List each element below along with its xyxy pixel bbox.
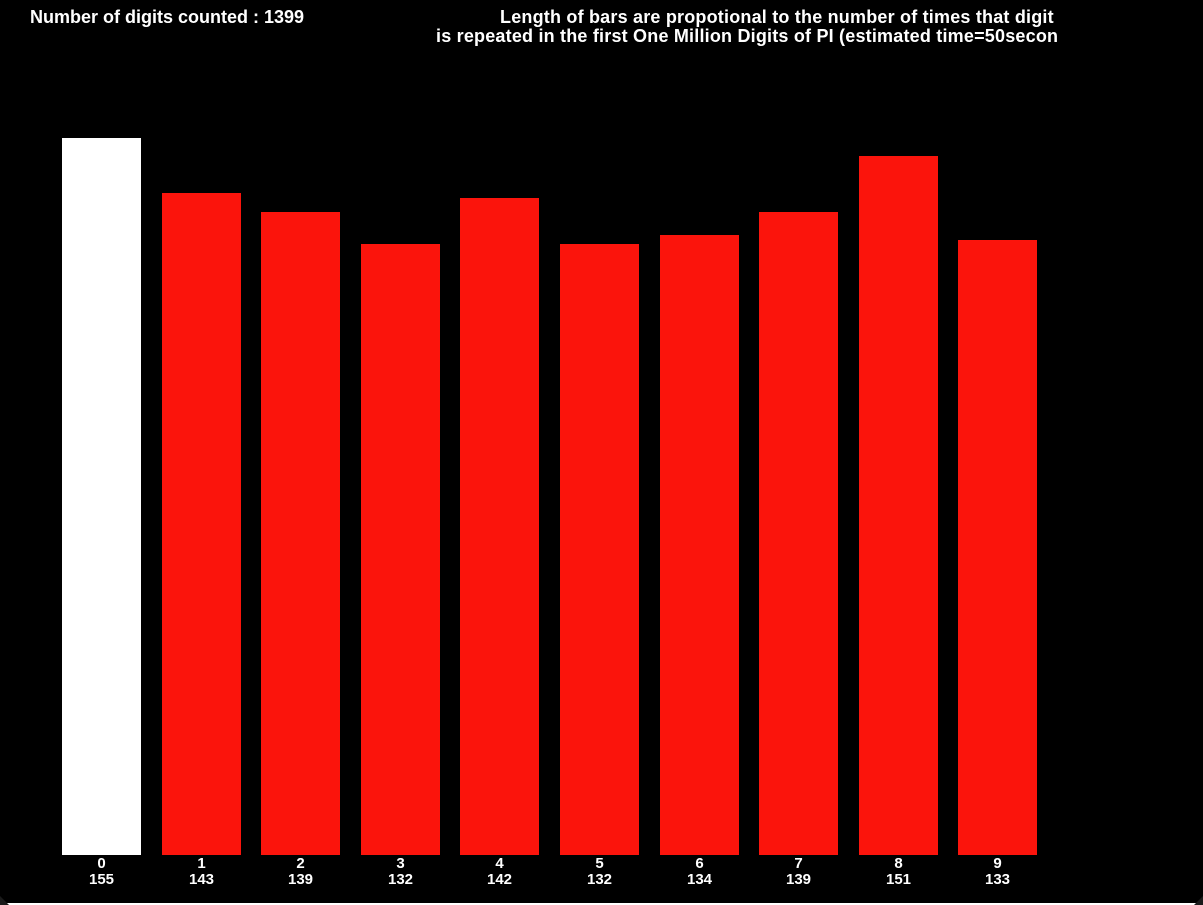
count-label: 132 (586, 871, 613, 888)
bar-digit-3 (361, 244, 440, 855)
bar-label-digit-6: 6 134 (660, 856, 739, 888)
digit-label: 8 (894, 855, 903, 872)
bar-digit-4 (460, 198, 539, 855)
digit-label: 0 (97, 855, 106, 872)
bottom-left-corner-notch-icon (0, 896, 9, 905)
bar-digit-2 (261, 212, 340, 855)
bar-digit-7 (759, 212, 838, 855)
count-label: 139 (287, 871, 314, 888)
bar-label-digit-2: 2 139 (261, 856, 340, 888)
count-label: 133 (984, 871, 1011, 888)
count-label: 143 (188, 871, 215, 888)
count-label: 134 (686, 871, 713, 888)
digit-label: 5 (595, 855, 604, 872)
bar-label-digit-1: 1 143 (162, 856, 241, 888)
count-label: 139 (785, 871, 812, 888)
chart-title-line1: Length of bars are propotional to the nu… (500, 7, 1054, 27)
bar-label-digit-4: 4 142 (460, 856, 539, 888)
bar-label-digit-3: 3 132 (361, 856, 440, 888)
digit-label: 4 (495, 855, 504, 872)
bar-digit-8 (859, 156, 938, 855)
digit-label: 6 (695, 855, 704, 872)
digit-label: 2 (296, 855, 305, 872)
bar-label-digit-7: 7 139 (759, 856, 838, 888)
bar-digit-0 (62, 138, 141, 855)
count-label: 155 (88, 871, 115, 888)
bar-digit-1 (162, 193, 241, 855)
digit-label: 1 (197, 855, 206, 872)
count-label: 151 (885, 871, 912, 888)
digit-label: 7 (794, 855, 803, 872)
count-label: 132 (387, 871, 414, 888)
bar-label-digit-5: 5 132 (560, 856, 639, 888)
digit-label: 9 (993, 855, 1002, 872)
count-label: 142 (486, 871, 513, 888)
digits-counted-label: Number of digits counted : 1399 (30, 7, 305, 27)
chart-title-line2: is repeated in the first One Million Dig… (436, 26, 1059, 46)
digit-label: 3 (396, 855, 405, 872)
bar-digit-5 (560, 244, 639, 855)
bar-label-digit-9: 9 133 (958, 856, 1037, 888)
bar-label-digit-0: 0 155 (62, 856, 141, 888)
bar-digit-6 (660, 235, 739, 855)
bar-label-digit-8: 8 151 (859, 856, 938, 888)
window-bottom-border (0, 903, 1203, 905)
bottom-right-corner-notch-icon (1194, 896, 1203, 905)
bar-digit-9 (958, 240, 1037, 855)
